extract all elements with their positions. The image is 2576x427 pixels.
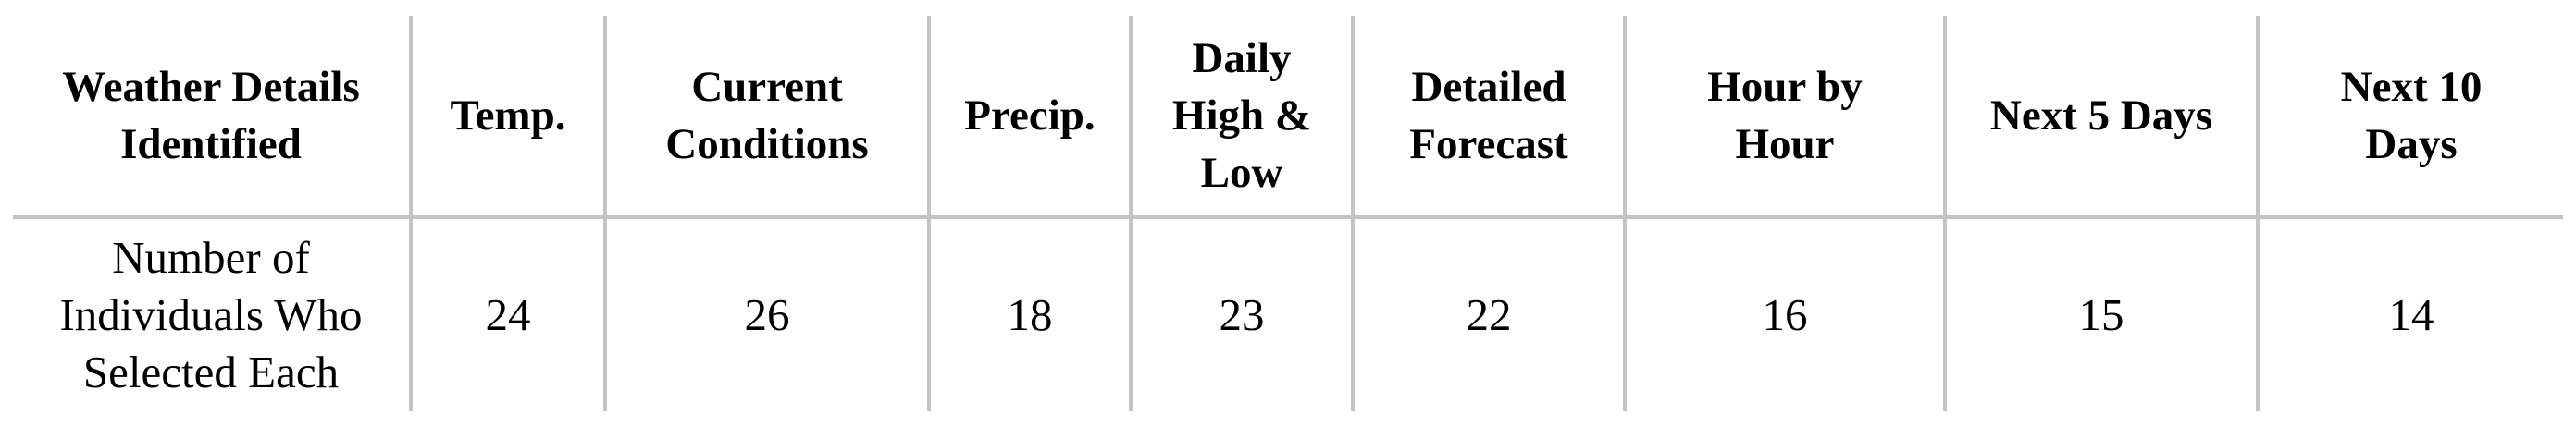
cell-daily-high-low: 23 [1129,217,1353,411]
cell-current-conditions: 26 [603,217,929,411]
header-next-5-days: Next 5 Days [1943,16,2258,219]
cell-next-5-days: 15 [1943,217,2258,411]
header-detailed-forecast: Detailed Forecast [1351,16,1625,219]
cell-temp: 24 [409,217,605,411]
cell-precip: 18 [927,217,1131,411]
header-row: Weather Details Identified Temp. Current… [13,16,2563,219]
header-hour-by-hour: Hour by Hour [1623,16,1945,219]
header-weather-details-identified: Weather Details Identified [13,16,411,219]
weather-details-table: Weather Details Identified Temp. Current… [13,16,2563,411]
header-precip: Precip. [927,16,1131,219]
header-temp: Temp. [409,16,605,219]
cell-next-10-days: 14 [2256,217,2563,411]
cell-hour-by-hour: 16 [1623,217,1945,411]
cell-detailed-forecast: 22 [1351,217,1625,411]
table-row: Number of Individuals Who Selected Each … [13,217,2563,411]
header-next-10-days: Next 10 Days [2256,16,2563,219]
row-label: Number of Individuals Who Selected Each [59,232,363,397]
header-daily-high-low: Daily High & Low [1129,16,1353,219]
header-current-conditions: Current Conditions [603,16,929,219]
